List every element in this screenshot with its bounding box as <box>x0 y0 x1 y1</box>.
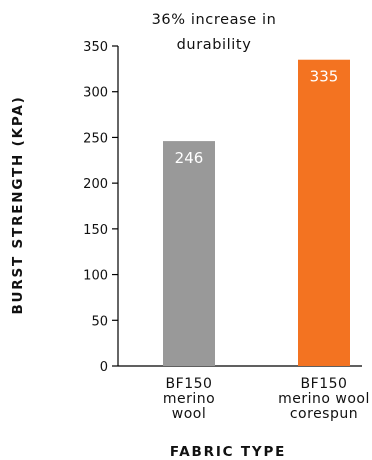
data-label-bf150-merino-wool: 246 <box>175 149 204 167</box>
bars-group <box>163 59 350 366</box>
y-tick-label-150: 150 <box>83 223 108 238</box>
category-labels-group: BF150 merino wool BF150 merino wool corespun <box>163 376 370 422</box>
y-axis-ticks: 0 50 100 150 200 250 300 350 <box>83 40 118 375</box>
x-tick-label-bf150-merino-wool: BF150 merino wool <box>163 376 215 422</box>
data-label-bf150-merino-wool-corespun: 335 <box>310 68 339 86</box>
x-axis-title: FABRIC TYPE <box>170 444 286 460</box>
y-tick-label-250: 250 <box>83 131 108 146</box>
y-tick-label-0: 0 <box>100 360 108 375</box>
bar-bf150-merino-wool-corespun <box>298 59 350 366</box>
chart-title-line-1: 36% increase in <box>152 12 277 28</box>
y-axis-title: BURST STRENGTH (KPA) <box>10 95 26 314</box>
y-tick-label-100: 100 <box>83 269 108 284</box>
y-tick-label-300: 300 <box>83 86 108 101</box>
y-tick-label-200: 200 <box>83 177 108 192</box>
chart-title-line-2: durability <box>177 37 252 53</box>
bar-bf150-merino-wool <box>163 141 215 366</box>
data-labels-group: 246 335 <box>175 68 339 167</box>
y-tick-label-350: 350 <box>83 40 108 55</box>
x-tick-label-bf150-merino-wool-corespun: BF150 merino wool corespun <box>278 376 370 422</box>
y-tick-label-50: 50 <box>91 314 108 329</box>
